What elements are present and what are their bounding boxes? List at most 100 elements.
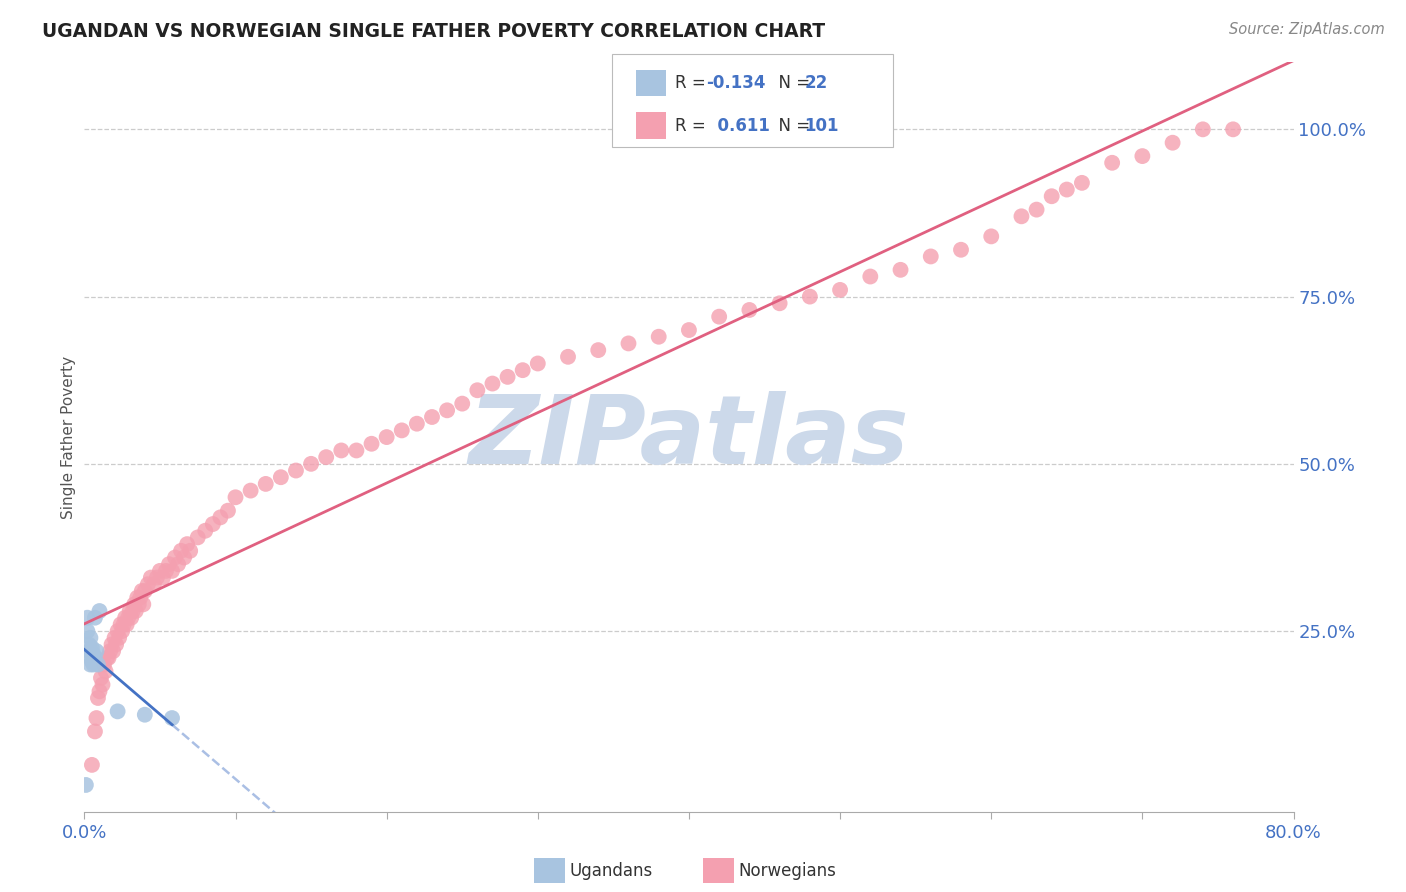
Point — [80, 758, 103, 772]
Point — [481, 376, 503, 391]
Point — [129, 591, 152, 605]
Point — [98, 644, 121, 658]
Point — [104, 631, 127, 645]
Point — [134, 707, 156, 722]
Point — [285, 464, 308, 478]
Point — [170, 544, 193, 558]
Text: 22: 22 — [804, 74, 828, 92]
Point — [139, 571, 162, 585]
Point — [167, 557, 190, 572]
Point — [96, 651, 118, 665]
Point — [176, 537, 198, 551]
Point — [86, 711, 108, 725]
Point — [512, 363, 534, 377]
Point — [80, 648, 103, 662]
Point — [201, 517, 224, 532]
Point — [125, 604, 148, 618]
Point — [209, 510, 232, 524]
Point — [128, 598, 150, 612]
Point — [87, 657, 110, 672]
Point — [648, 330, 671, 344]
Point — [93, 657, 115, 672]
Point — [75, 778, 97, 792]
Point — [375, 430, 398, 444]
Text: Norwegians: Norwegians — [738, 862, 837, 880]
Point — [346, 443, 368, 458]
Point — [131, 584, 153, 599]
Point — [391, 424, 413, 438]
Point — [1161, 136, 1184, 150]
Point — [527, 356, 550, 371]
Point — [179, 544, 201, 558]
Point — [160, 711, 183, 725]
Point — [86, 644, 108, 658]
Point — [217, 503, 239, 517]
Point — [111, 624, 134, 639]
Point — [173, 550, 195, 565]
Text: ZIPatlas: ZIPatlas — [468, 391, 910, 483]
Y-axis label: Single Father Poverty: Single Father Poverty — [60, 356, 76, 518]
Point — [142, 577, 165, 591]
Point — [980, 229, 1002, 244]
Point — [157, 557, 180, 572]
Point — [87, 691, 110, 706]
Point — [152, 571, 174, 585]
Point — [91, 678, 114, 692]
Text: UGANDAN VS NORWEGIAN SINGLE FATHER POVERTY CORRELATION CHART: UGANDAN VS NORWEGIAN SINGLE FATHER POVER… — [42, 22, 825, 41]
Point — [920, 250, 942, 264]
Point — [1222, 122, 1244, 136]
Point — [709, 310, 731, 324]
Point — [1071, 176, 1094, 190]
Point — [90, 671, 112, 685]
Text: N =: N = — [768, 117, 815, 135]
Point — [1130, 149, 1153, 163]
Point — [80, 640, 103, 655]
Point — [76, 611, 98, 625]
Point — [84, 651, 107, 665]
Point — [118, 604, 141, 618]
Point — [89, 604, 111, 618]
Point — [77, 644, 100, 658]
Point — [105, 637, 128, 651]
Point — [436, 403, 458, 417]
Text: -0.134: -0.134 — [706, 74, 765, 92]
Text: N =: N = — [768, 74, 815, 92]
Point — [496, 369, 519, 384]
Point — [134, 584, 156, 599]
Point — [738, 303, 761, 318]
Point — [360, 437, 382, 451]
Point — [108, 631, 131, 645]
Point — [155, 564, 177, 578]
Point — [79, 657, 101, 672]
Point — [77, 648, 100, 662]
Point — [110, 617, 132, 632]
Point — [187, 530, 209, 544]
Text: 0.611: 0.611 — [706, 117, 769, 135]
Point — [588, 343, 610, 358]
Point — [330, 443, 353, 458]
Point — [467, 384, 489, 398]
Text: Ugandans: Ugandans — [569, 862, 652, 880]
Point — [112, 617, 135, 632]
Point — [451, 396, 474, 410]
Point — [77, 637, 100, 651]
Point — [100, 637, 122, 651]
Point — [254, 476, 277, 491]
Point — [84, 611, 107, 625]
Point — [79, 644, 101, 658]
Point — [769, 296, 792, 310]
Point — [107, 705, 129, 719]
Point — [114, 611, 136, 625]
Point — [89, 684, 111, 698]
Point — [97, 651, 120, 665]
Point — [299, 457, 322, 471]
Point — [420, 410, 443, 425]
Point — [678, 323, 700, 337]
Point — [617, 336, 640, 351]
Point — [799, 289, 821, 303]
Point — [160, 564, 183, 578]
Point — [149, 564, 172, 578]
Point — [1025, 202, 1047, 217]
Point — [859, 269, 882, 284]
Point — [1040, 189, 1063, 203]
